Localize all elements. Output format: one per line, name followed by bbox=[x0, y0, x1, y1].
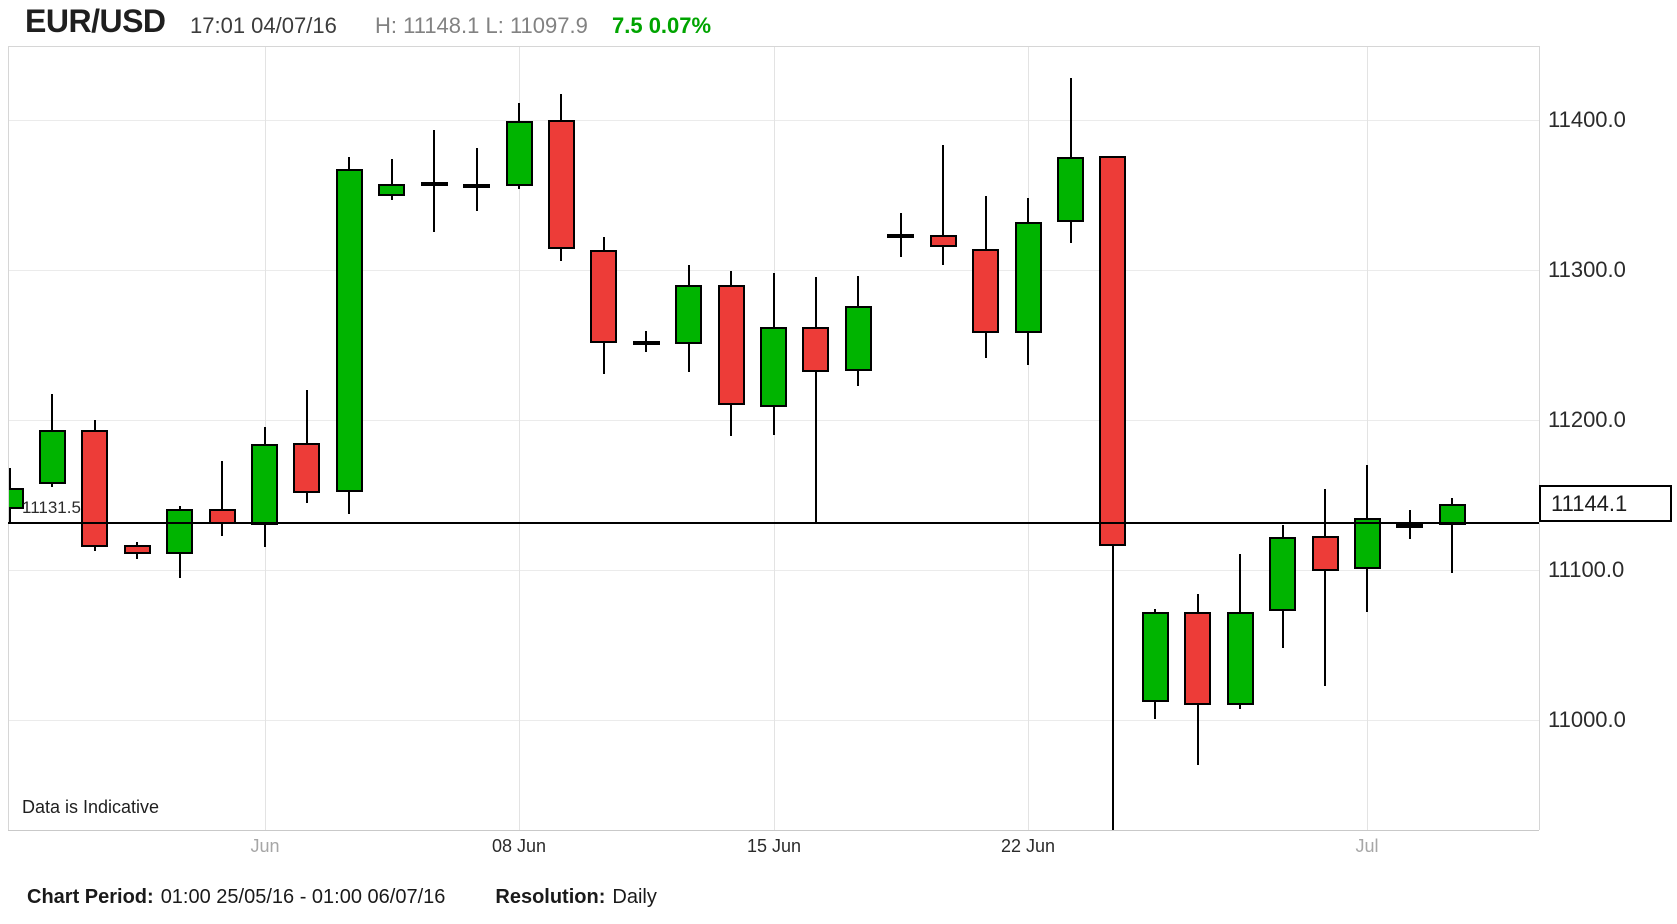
resolution-value: Daily bbox=[612, 886, 657, 908]
candle-body bbox=[81, 430, 108, 547]
x-axis-label: 22 Jun bbox=[1000, 836, 1056, 856]
y-axis-label: 11400.0 bbox=[1548, 107, 1626, 132]
candle-wick bbox=[391, 159, 393, 200]
candle-body bbox=[972, 249, 999, 333]
candle-body bbox=[1184, 612, 1211, 705]
plot-top-border bbox=[8, 46, 1539, 47]
candle-wick bbox=[942, 145, 944, 265]
resolution-label: Resolution: bbox=[495, 886, 606, 908]
h-gridline bbox=[8, 270, 1539, 271]
candle-doji-body bbox=[463, 184, 490, 188]
candle-wick bbox=[221, 461, 223, 536]
v-gridline bbox=[1367, 46, 1368, 830]
current-price-marker: 11144.1 bbox=[1539, 485, 1672, 522]
candle-doji-body bbox=[887, 234, 914, 238]
candle-body bbox=[336, 169, 363, 492]
y-axis-label: 11300.0 bbox=[1548, 257, 1626, 282]
candle-body bbox=[802, 327, 829, 372]
h-gridline bbox=[8, 120, 1539, 121]
candlestick-plot-area[interactable] bbox=[8, 46, 1539, 830]
candle-body bbox=[845, 306, 872, 371]
axis-separator bbox=[1539, 46, 1540, 830]
candle-wick bbox=[815, 277, 817, 523]
price-change: 7.5 0.07% bbox=[612, 13, 712, 38]
y-axis-label: 11100.0 bbox=[1548, 557, 1625, 582]
candle-body bbox=[124, 545, 151, 554]
x-axis-label: Jun bbox=[250, 836, 280, 856]
candle-body bbox=[1015, 222, 1042, 333]
h-gridline bbox=[8, 570, 1539, 571]
candle-body bbox=[760, 327, 787, 407]
candle-doji-body bbox=[421, 182, 448, 186]
candle-body bbox=[675, 285, 702, 344]
open-price-line bbox=[8, 522, 1539, 524]
candle-doji-body bbox=[1396, 524, 1423, 528]
session-high-low: H: 11148.1 L: 11097.9 bbox=[375, 13, 588, 38]
candle-body bbox=[39, 430, 66, 484]
candle-body bbox=[378, 184, 405, 196]
candle-wick bbox=[433, 130, 435, 232]
candle-wick bbox=[1324, 489, 1326, 686]
open-line-price-label: 11131.5 bbox=[22, 498, 81, 517]
candle-body bbox=[166, 509, 193, 554]
candle-body bbox=[1312, 536, 1339, 571]
candle-body bbox=[1227, 612, 1254, 705]
x-axis-label: 08 Jun bbox=[491, 836, 547, 856]
candle-body bbox=[590, 250, 617, 343]
v-gridline bbox=[519, 46, 520, 830]
candle-doji-body bbox=[633, 341, 660, 345]
last-update-time: 17:01 04/07/16 bbox=[190, 13, 337, 38]
plot-bottom-border bbox=[8, 830, 1539, 831]
v-gridline bbox=[774, 46, 775, 830]
chart-footer: Chart Period: 01:00 25/05/16 - 01:00 06/0… bbox=[27, 886, 657, 909]
candle-wick bbox=[1451, 498, 1453, 573]
v-gridline bbox=[1028, 46, 1029, 830]
candle-body bbox=[8, 488, 24, 509]
chart-period-label: Chart Period: bbox=[27, 886, 154, 908]
candle-body bbox=[1142, 612, 1169, 702]
candle-body bbox=[1439, 504, 1466, 525]
candle-body bbox=[1269, 537, 1296, 611]
x-axis-label: 15 Jun bbox=[746, 836, 802, 856]
candle-body bbox=[1057, 157, 1084, 222]
symbol-title: EUR/USD bbox=[25, 3, 166, 39]
candle-body bbox=[251, 444, 278, 525]
indicative-data-watermark: Data is Indicative bbox=[22, 797, 160, 817]
y-axis-label: 11000.0 bbox=[1548, 707, 1626, 732]
candle-body bbox=[718, 285, 745, 405]
candle-body bbox=[506, 121, 533, 186]
candle-body bbox=[1099, 156, 1126, 546]
plot-left-border bbox=[8, 46, 9, 830]
candle-body bbox=[1354, 518, 1381, 569]
x-axis-label: Jul bbox=[1355, 836, 1379, 856]
candle-body bbox=[548, 120, 575, 249]
candle-wick bbox=[476, 148, 478, 211]
candle-body bbox=[930, 235, 957, 247]
chart-period-value: 01:00 25/05/16 - 01:00 06/07/16 bbox=[160, 886, 446, 908]
y-axis-label: 11200.0 bbox=[1548, 407, 1626, 432]
h-gridline bbox=[8, 720, 1539, 721]
candle-body bbox=[293, 443, 320, 493]
